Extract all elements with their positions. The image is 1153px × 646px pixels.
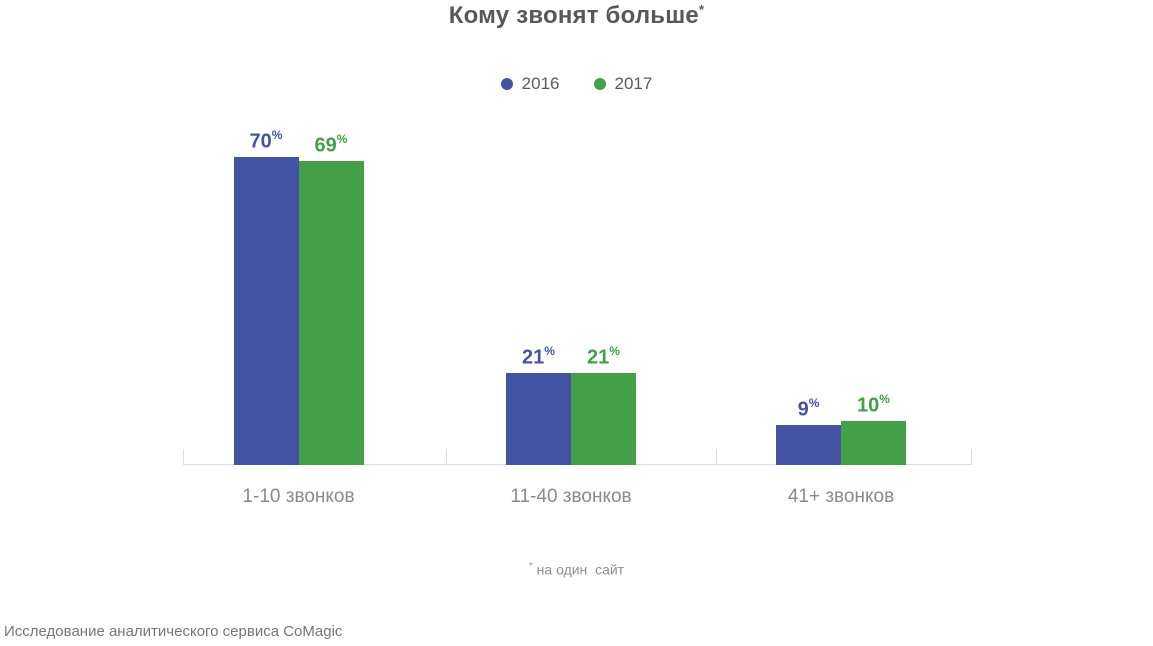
legend-item-2016: 2016 <box>500 74 560 94</box>
percent-sign: % <box>544 344 555 358</box>
footnote: * на один сайт <box>0 561 1153 578</box>
bar-value-label: 21% <box>506 344 571 370</box>
bar-value: 21 <box>587 346 610 369</box>
percent-sign: % <box>879 392 890 406</box>
legend-swatch-2017 <box>593 78 606 90</box>
bar-value: 21 <box>522 346 545 369</box>
category-label: 41+ звонков <box>787 486 895 507</box>
axis-tick <box>183 449 184 464</box>
bar-2017-41+ звонков <box>841 421 906 465</box>
footnote-asterisk: * <box>528 561 533 572</box>
bar-2016-41+ звонков <box>776 425 841 465</box>
bar-value-label: 70% <box>234 128 299 154</box>
bar-value: 9 <box>797 398 809 421</box>
legend-label-2017: 2017 <box>614 74 653 93</box>
source-caption: Исследование аналитического сервиса CoMa… <box>4 623 343 640</box>
bar-value-label: 21% <box>571 344 636 370</box>
axis-tick <box>971 449 972 464</box>
footnote-text: на один сайт <box>532 561 625 578</box>
legend-swatch-2016 <box>500 78 513 90</box>
bar-2017-11-40 звонков <box>571 373 636 465</box>
chart-title: Кому звонят больше* <box>0 2 1153 30</box>
chart-title-asterisk: * <box>698 2 705 17</box>
bar-value-label: 69% <box>299 132 364 158</box>
bar-value-label: 10% <box>841 392 906 418</box>
legend: 2016 2017 <box>0 74 1153 94</box>
legend-label-2016: 2016 <box>521 74 560 93</box>
bar-2016-1-10 звонков <box>233 157 299 465</box>
bar-value: 10 <box>857 394 880 417</box>
percent-sign: % <box>336 132 348 146</box>
percent-sign: % <box>609 344 620 358</box>
bar-2017-1-10 звонков <box>298 161 364 465</box>
legend-item-2017: 2017 <box>593 74 653 94</box>
axis-tick <box>716 449 717 464</box>
bar-2016-11-40 звонков <box>506 373 571 465</box>
chart-title-text: Кому звонят больше <box>448 2 699 29</box>
bar-value: 70 <box>249 130 272 153</box>
bar-value-label: 9% <box>776 396 841 422</box>
bar-value: 69 <box>314 134 337 157</box>
percent-sign: % <box>271 128 283 142</box>
category-label: 11-40 звонков <box>510 486 632 507</box>
axis-tick <box>446 449 447 464</box>
percent-sign: % <box>808 396 820 410</box>
category-label: 1-10 звонков <box>242 486 355 507</box>
